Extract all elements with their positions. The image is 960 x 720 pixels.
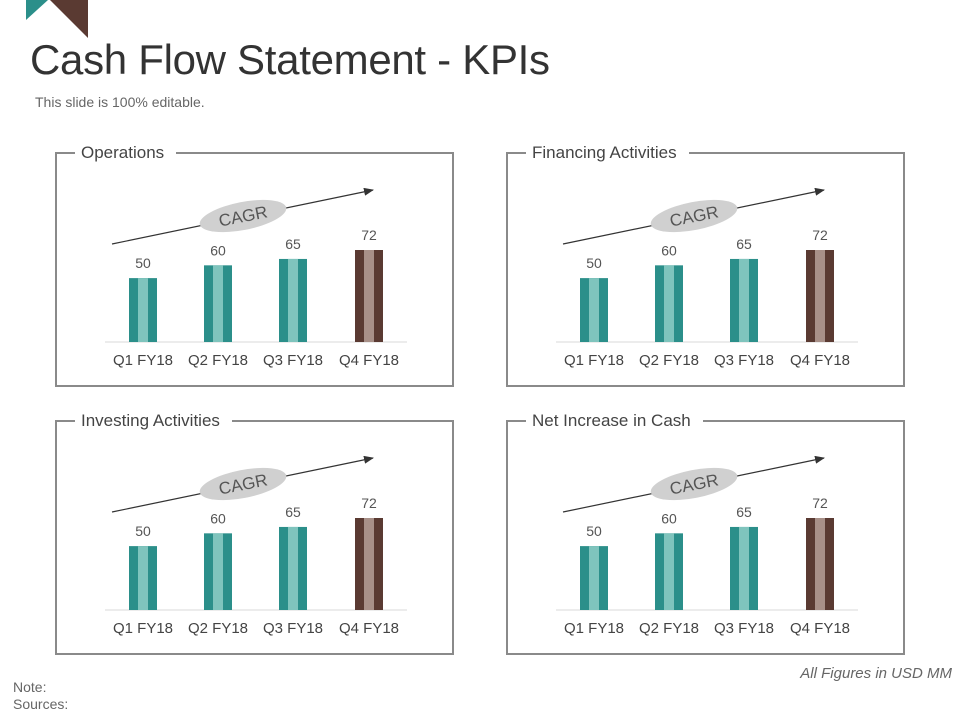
data-label: 60 — [210, 242, 226, 258]
bar-inner — [739, 526, 749, 610]
bar-q4-fy18 — [806, 250, 834, 342]
bar-inner — [288, 258, 298, 342]
data-label: 50 — [586, 255, 602, 271]
data-label: 65 — [736, 236, 752, 252]
bar-q4-fy18 — [355, 518, 383, 610]
data-label: 60 — [661, 242, 677, 258]
category-label: Q4 FY18 — [790, 620, 850, 637]
bar-q2-fy18 — [655, 533, 683, 610]
category-label: Q2 FY18 — [639, 620, 699, 637]
chart-title: Operations — [75, 142, 177, 164]
chart-title: Financing Activities — [526, 142, 689, 164]
category-label: Q1 FY18 — [113, 352, 173, 369]
cagr-badge-shape — [650, 467, 738, 501]
chart-title: Net Increase in Cash — [526, 410, 703, 432]
data-label: 50 — [586, 523, 602, 539]
bar-inner — [739, 258, 749, 342]
cagr-badge: CAGR — [650, 199, 738, 233]
bar-q3-fy18 — [730, 526, 758, 610]
data-label: 72 — [361, 227, 377, 243]
cagr-badge-shape — [199, 199, 287, 233]
data-label: 72 — [812, 227, 828, 243]
corner-accent-brown — [50, 0, 88, 38]
page-subtitle: This slide is 100% editable. — [35, 94, 205, 110]
cagr-badge: CAGR — [199, 199, 287, 233]
bar-q1-fy18 — [580, 278, 608, 342]
category-label: Q3 FY18 — [714, 352, 774, 369]
data-label: 65 — [285, 236, 301, 252]
category-label: Q3 FY18 — [263, 620, 323, 637]
figures-note: All Figures in USD MM — [800, 665, 952, 682]
bar-q1-fy18 — [129, 546, 157, 610]
data-label: 72 — [361, 495, 377, 511]
category-label: Q2 FY18 — [639, 352, 699, 369]
bar-q3-fy18 — [279, 258, 307, 342]
chart-svg: CAGR 50 Q1 FY18 60 Q2 FY18 65 Q3 FY18 72 Q4 FY18 — [556, 455, 858, 637]
category-label: Q2 FY18 — [188, 620, 248, 637]
bar-q4-fy18 — [355, 250, 383, 342]
bar-inner — [364, 518, 374, 610]
category-label: Q1 FY18 — [113, 620, 173, 637]
bar-inner — [815, 518, 825, 610]
bar-inner — [815, 250, 825, 342]
note-label: Note: — [13, 679, 47, 695]
category-label: Q4 FY18 — [790, 352, 850, 369]
bar-inner — [213, 265, 223, 342]
bar-inner — [364, 250, 374, 342]
corner-accent-teal — [26, 0, 48, 20]
bar-inner — [138, 546, 148, 610]
bar-inner — [589, 546, 599, 610]
category-label: Q2 FY18 — [188, 352, 248, 369]
cagr-badge: CAGR — [650, 467, 738, 501]
cagr-badge-shape — [650, 199, 738, 233]
chart-panel-net-increase: Net Increase in Cash CAGR 50 Q1 FY18 60 Q2 F… — [506, 410, 905, 655]
data-label: 65 — [285, 504, 301, 520]
cagr-badge: CAGR — [199, 467, 287, 501]
bar-inner — [288, 526, 298, 610]
bar-inner — [213, 533, 223, 610]
sources-label: Sources: — [13, 696, 69, 712]
category-label: Q1 FY18 — [564, 352, 624, 369]
cagr-badge-shape — [199, 467, 287, 501]
category-label: Q3 FY18 — [263, 352, 323, 369]
bar-q1-fy18 — [129, 278, 157, 342]
category-label: Q4 FY18 — [339, 620, 399, 637]
bar-q4-fy18 — [806, 518, 834, 610]
chart-panel-operations: Operations CAGR 50 Q1 FY18 60 Q2 FY18 65 Q3 FY… — [55, 142, 454, 387]
note-sources: Note: Sources: — [13, 679, 68, 713]
bar-q2-fy18 — [204, 533, 232, 610]
data-label: 65 — [736, 504, 752, 520]
chart-panel-investing: Investing Activities CAGR 50 Q1 FY18 60 Q2 F… — [55, 410, 454, 655]
bar-q2-fy18 — [655, 265, 683, 342]
data-label: 60 — [210, 510, 226, 526]
data-label: 60 — [661, 510, 677, 526]
bar-inner — [664, 265, 674, 342]
data-label: 50 — [135, 523, 151, 539]
bar-inner — [589, 278, 599, 342]
bar-q2-fy18 — [204, 265, 232, 342]
bar-inner — [138, 278, 148, 342]
bar-inner — [664, 533, 674, 610]
chart-svg: CAGR 50 Q1 FY18 60 Q2 FY18 65 Q3 FY18 72 Q4 FY18 — [105, 187, 407, 369]
bar-q3-fy18 — [730, 258, 758, 342]
chart-title: Investing Activities — [75, 410, 232, 432]
chart-svg: CAGR 50 Q1 FY18 60 Q2 FY18 65 Q3 FY18 72 Q4 FY18 — [105, 455, 407, 637]
chart-svg: CAGR 50 Q1 FY18 60 Q2 FY18 65 Q3 FY18 72 Q4 FY18 — [556, 187, 858, 369]
page-title: Cash Flow Statement - KPIs — [30, 36, 550, 83]
category-label: Q3 FY18 — [714, 620, 774, 637]
bar-q1-fy18 — [580, 546, 608, 610]
data-label: 72 — [812, 495, 828, 511]
data-label: 50 — [135, 255, 151, 271]
chart-panel-financing: Financing Activities CAGR 50 Q1 FY18 60 Q2 F… — [506, 142, 905, 387]
category-label: Q1 FY18 — [564, 620, 624, 637]
category-label: Q4 FY18 — [339, 352, 399, 369]
bar-q3-fy18 — [279, 526, 307, 610]
